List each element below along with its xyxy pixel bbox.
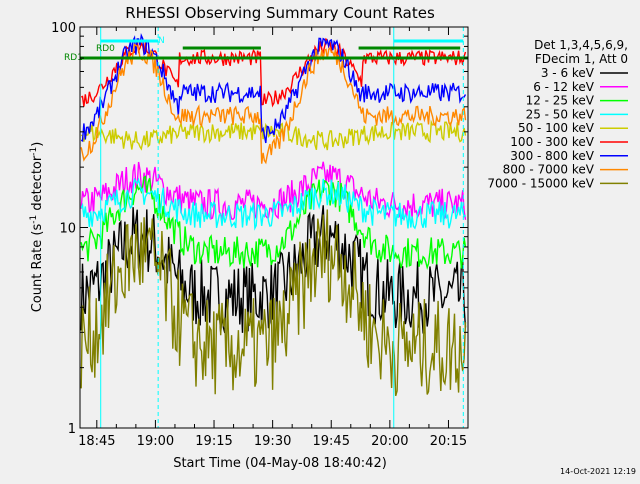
y-tick-label: 100 [51, 21, 76, 36]
x-tick-label: 19:15 [195, 434, 232, 449]
legend-header: FDecim 1, Att 0 [535, 52, 628, 66]
series-line-3 [80, 177, 466, 231]
axes-layer [79, 26, 469, 429]
annotation-layer: RD0 RD1 N [64, 27, 468, 428]
series-line-4 [80, 119, 467, 151]
legend-label-4: 50 - 100 keV [518, 121, 595, 135]
x-tick-label: 20:15 [430, 434, 467, 449]
text-layer: 1 10 100 18:45 19:00 19:15 19:30 19:45 20:00 20:1… [29, 4, 636, 476]
x-tick-label: 19:45 [313, 434, 350, 449]
x-tick-label: 18:45 [78, 434, 115, 449]
series-line-8 [80, 209, 467, 397]
footer-timestamp: 14-Oct-2021 12:19 [560, 467, 636, 476]
legend-label-2: 12 - 25 keV [526, 94, 595, 108]
y-tick-label: 1 [68, 422, 76, 437]
series-layer [80, 33, 467, 397]
x-tick-label: 19:30 [254, 434, 291, 449]
chart-title: RHESSI Observing Summary Count Rates [125, 4, 435, 22]
night-n-label: N [158, 36, 165, 46]
x-tick-label: 19:00 [137, 434, 174, 449]
legend-header: Det 1,3,4,5,6,9, [534, 38, 628, 52]
legend-label-8: 7000 - 15000 keV [487, 176, 594, 190]
legend-label-5: 100 - 300 keV [510, 135, 594, 149]
series-line-2 [80, 175, 467, 270]
series-line-7 [80, 43, 467, 165]
legend-label-6: 300 - 800 keV [510, 149, 594, 163]
legend-label-7: 800 - 7000 keV [503, 163, 595, 177]
x-tick-label: 20:00 [371, 434, 408, 449]
legend-label-3: 25 - 50 keV [526, 107, 595, 121]
x-axis-label: Start Time (04-May-08 18:40:42) [173, 456, 387, 471]
legend-label-0: 3 - 6 keV [541, 66, 595, 80]
y-axis-label: Count Rate (s-1 detector-1) [29, 142, 45, 313]
y-tick-label: 10 [59, 222, 76, 237]
rd1-label: RD1 [64, 53, 83, 63]
series-line-6 [80, 33, 467, 144]
series-line-5 [80, 37, 467, 108]
rd0-label: RD0 [96, 44, 115, 54]
legend-label-1: 6 - 12 keV [533, 80, 595, 94]
